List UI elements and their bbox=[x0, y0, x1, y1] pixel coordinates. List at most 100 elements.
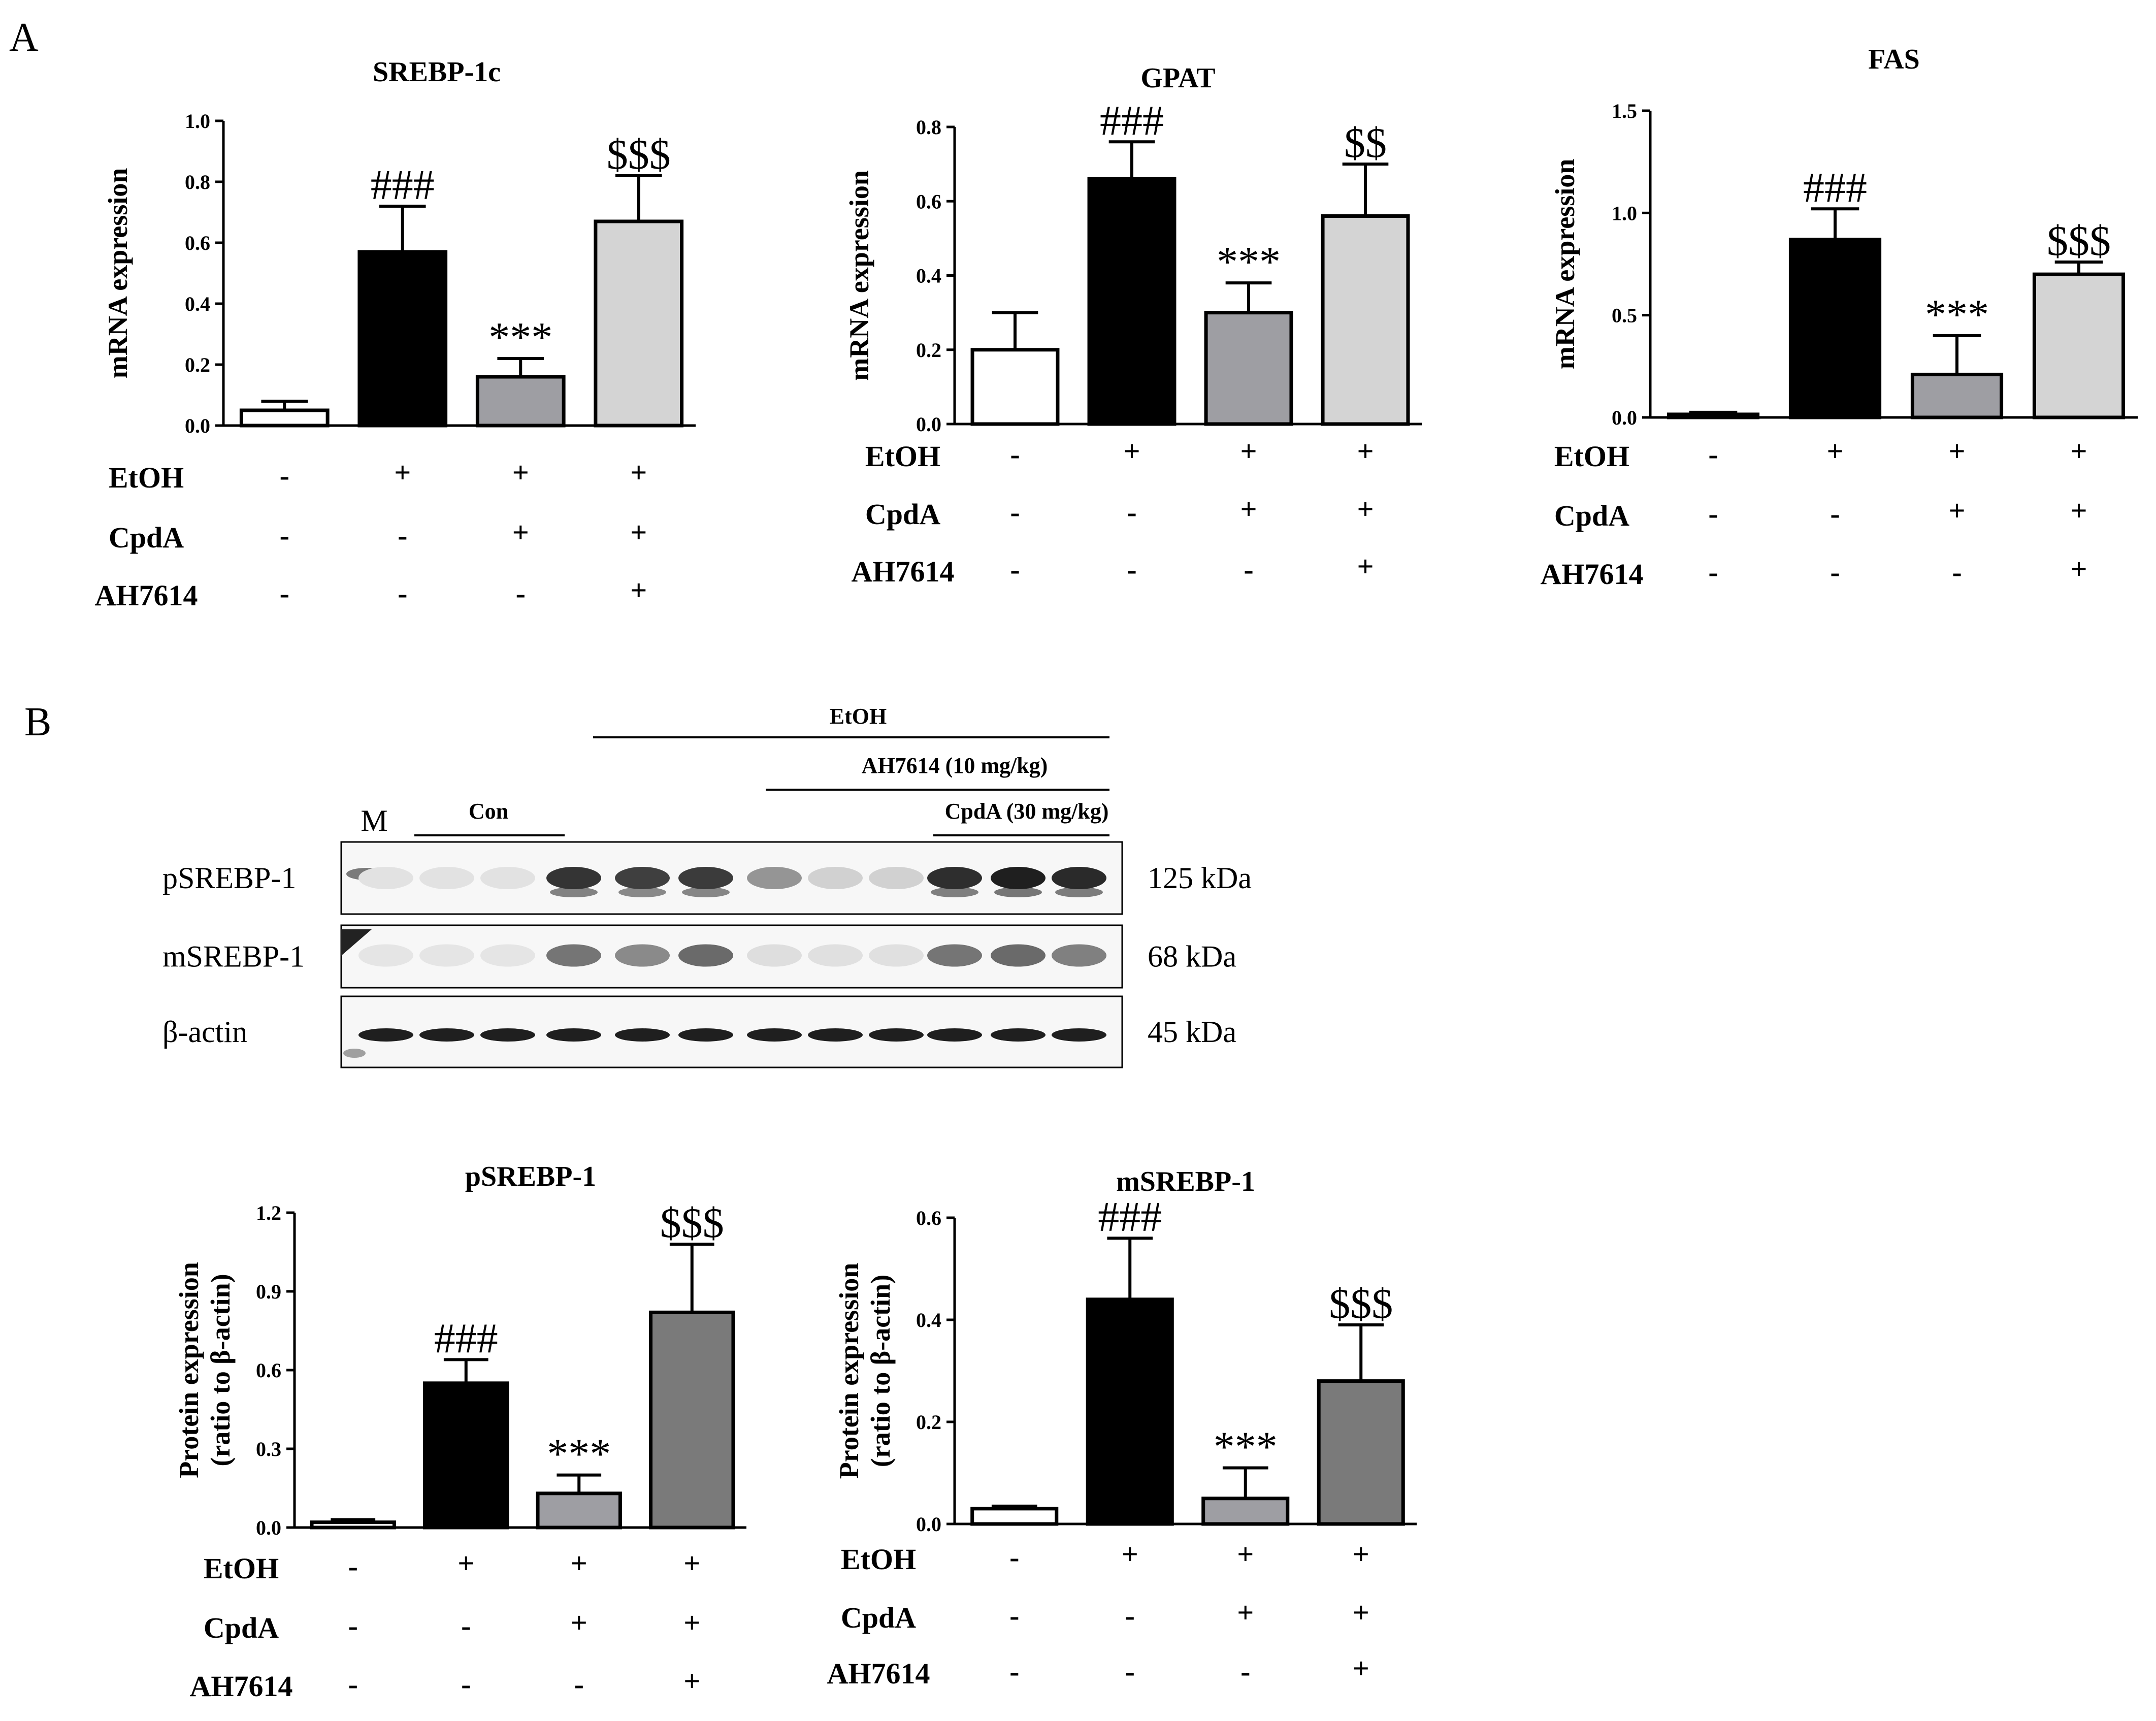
condition-sign: + bbox=[1353, 1652, 1369, 1685]
blot-band-shadow bbox=[1055, 887, 1103, 897]
significance-label: *** bbox=[1925, 291, 1989, 338]
western-blot: EtOH AH7614 (10 mg/kg) CpdA (30 mg/kg) Con M… bbox=[162, 704, 1252, 1068]
condition-sign: - bbox=[1127, 496, 1136, 529]
blot-header-cpda: CpdA (30 mg/kg) bbox=[945, 799, 1109, 824]
condition-sign: + bbox=[2070, 435, 2087, 468]
blot-band bbox=[615, 944, 670, 967]
blot-band bbox=[747, 867, 802, 889]
condition-sign: - bbox=[1009, 1541, 1019, 1574]
y-tick-label: 0.0 bbox=[256, 1516, 281, 1539]
significance-label: ### bbox=[1100, 97, 1164, 144]
condition-sign: + bbox=[1237, 1538, 1254, 1571]
condition-sign: + bbox=[630, 516, 647, 549]
condition-sign: - bbox=[280, 459, 289, 492]
condition-sign: - bbox=[1830, 497, 1840, 530]
condition-sign: - bbox=[1244, 553, 1253, 586]
bar bbox=[1204, 311, 1293, 426]
blot-size-label: 125 kDa bbox=[1148, 861, 1252, 895]
bar bbox=[2032, 272, 2126, 419]
bar bbox=[1087, 177, 1177, 426]
condition-sign: - bbox=[1708, 438, 1718, 471]
significance-label: $$$ bbox=[1329, 1280, 1393, 1327]
condition-sign: - bbox=[1708, 556, 1718, 589]
y-tick-label: 0.0 bbox=[185, 414, 210, 437]
y-tick-label: 0.6 bbox=[256, 1359, 281, 1382]
bar bbox=[1667, 412, 1760, 419]
condition-sign: - bbox=[1240, 1655, 1250, 1688]
blot-band bbox=[615, 1028, 670, 1042]
condition-sign: - bbox=[1010, 496, 1020, 529]
y-tick-label: 0.0 bbox=[916, 413, 941, 436]
blot-band bbox=[480, 1028, 535, 1042]
blot-band-shadow bbox=[550, 887, 598, 897]
condition-sign: - bbox=[1010, 438, 1020, 471]
blot-band bbox=[808, 867, 863, 889]
condition-sign: - bbox=[348, 1550, 358, 1583]
blot-band bbox=[678, 867, 733, 889]
condition-sign: - bbox=[1125, 1599, 1135, 1632]
condition-label: AH7614 bbox=[95, 579, 198, 612]
significance-label: *** bbox=[1217, 238, 1281, 285]
blot-band bbox=[991, 1028, 1046, 1042]
y-tick-label: 0.8 bbox=[185, 171, 210, 193]
condition-sign: + bbox=[1237, 1596, 1254, 1629]
condition-sign: - bbox=[1830, 556, 1840, 589]
chart-title: pSREBP-1 bbox=[465, 1161, 596, 1192]
bar bbox=[357, 250, 448, 428]
y-tick-label: 0.0 bbox=[916, 1513, 941, 1536]
condition-sign: + bbox=[394, 456, 411, 489]
y-tick-label: 1.2 bbox=[256, 1202, 281, 1224]
blot-band bbox=[419, 1028, 474, 1042]
condition-sign: - bbox=[516, 577, 526, 610]
y-axis-label: mRNA expression bbox=[1550, 159, 1580, 370]
condition-label: AH7614 bbox=[1541, 558, 1644, 591]
condition-sign: - bbox=[348, 1609, 358, 1642]
blot-band bbox=[869, 867, 924, 889]
condition-sign: - bbox=[1127, 553, 1136, 586]
blot-band bbox=[747, 1028, 802, 1042]
blot-band-shadow bbox=[994, 887, 1042, 897]
significance-label: $$$ bbox=[660, 1199, 724, 1247]
chart-title: GPAT bbox=[1140, 62, 1215, 94]
condition-sign: - bbox=[461, 1609, 471, 1642]
condition-sign: - bbox=[280, 577, 289, 610]
condition-label: AH7614 bbox=[827, 1657, 930, 1690]
marker-label: M bbox=[361, 804, 387, 837]
blot-band-shadow bbox=[931, 887, 978, 897]
y-axis-label: mRNA expression bbox=[103, 168, 133, 379]
condition-sign: - bbox=[1009, 1599, 1019, 1632]
blot-band bbox=[869, 944, 924, 967]
y-tick-label: 1.0 bbox=[185, 110, 210, 133]
condition-sign: - bbox=[398, 577, 407, 610]
bar bbox=[970, 348, 1060, 426]
significance-label: ### bbox=[371, 161, 435, 209]
condition-sign: + bbox=[458, 1547, 474, 1580]
y-tick-label: 0.2 bbox=[185, 353, 210, 376]
condition-sign: + bbox=[1240, 435, 1257, 468]
condition-label: EtOH bbox=[841, 1543, 916, 1576]
condition-sign: + bbox=[1948, 435, 1965, 468]
bar bbox=[239, 408, 330, 428]
condition-label: EtOH bbox=[865, 440, 940, 473]
significance-label: $$$ bbox=[2047, 217, 2111, 265]
blot-band bbox=[747, 944, 802, 967]
y-axis-label: Protein expression(ratio to β-actin) bbox=[834, 1263, 896, 1479]
condition-sign: - bbox=[574, 1668, 584, 1701]
bar bbox=[1201, 1497, 1290, 1526]
significance-label: $$ bbox=[1344, 119, 1387, 167]
blot-band-shadow bbox=[618, 887, 666, 897]
blot-band bbox=[480, 867, 535, 889]
blot-band bbox=[869, 1028, 924, 1042]
chart-2: FAS mRNA expression 0.0 0.5 1.0 1.5 ### *** $$$ E… bbox=[1541, 44, 2138, 591]
bar bbox=[1317, 1379, 1405, 1526]
bar bbox=[1321, 214, 1410, 426]
condition-sign: + bbox=[1240, 493, 1257, 526]
y-tick-label: 0.4 bbox=[916, 265, 941, 287]
condition-sign: - bbox=[461, 1668, 471, 1701]
y-tick-label: 1.5 bbox=[1612, 100, 1637, 122]
y-tick-label: 0.9 bbox=[256, 1280, 281, 1303]
significance-label: *** bbox=[488, 314, 552, 361]
y-tick-label: 0.6 bbox=[916, 1207, 941, 1229]
condition-sign: + bbox=[630, 574, 647, 607]
blot-band bbox=[1052, 1028, 1106, 1042]
